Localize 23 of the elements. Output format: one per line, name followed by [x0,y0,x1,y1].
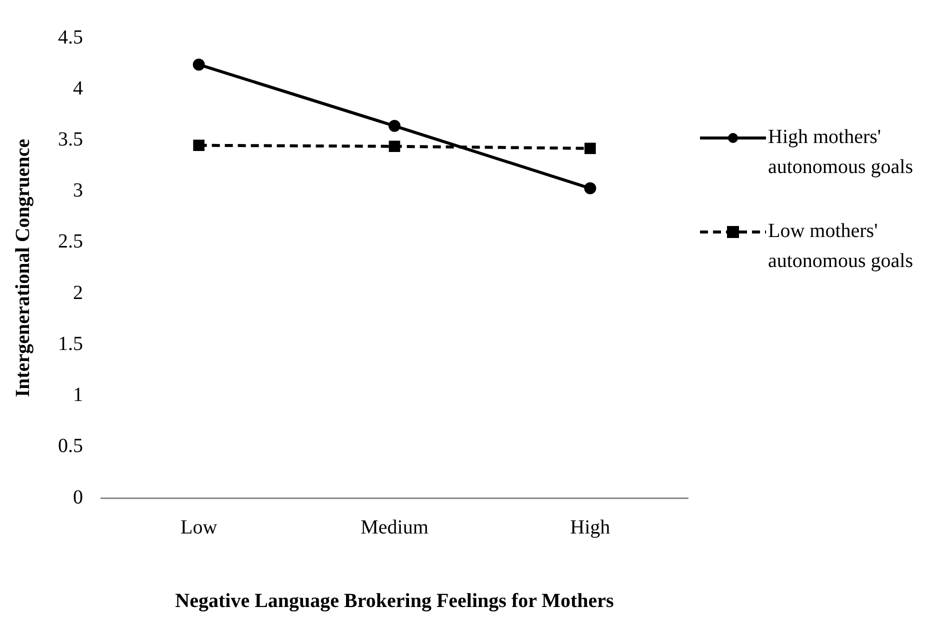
y-tick-label: 2 [73,282,83,304]
point [192,58,205,71]
y-tick-label: 3 [73,180,83,202]
point [584,182,596,194]
point [584,142,596,154]
y-tick-label: 0.5 [58,435,83,458]
x-tick-label: High [570,516,610,538]
y-tick-label: 1 [73,384,83,406]
y-tick-label: 0 [73,486,83,508]
y-tick-label: 4.5 [58,26,83,48]
y-tick-label: 3.5 [58,128,83,150]
legend-label: Low mothers' autonomous goals [768,219,914,274]
y-tick-label: 2.5 [58,230,83,253]
point [193,140,204,151]
y-tick-label: 4 [73,77,83,100]
x-tick-label: Medium [360,516,429,538]
x-tick-label: Low [180,516,218,538]
point [388,120,400,132]
legend-label: High mothers' autonomous goals [768,125,914,180]
y-tick-label: 1.5 [58,332,83,355]
x-axis-title: Negative Language Brokering Feelings for Mothers [175,590,614,612]
y-axis-title: Intergenerational Congruence [12,138,34,398]
point [388,140,400,152]
